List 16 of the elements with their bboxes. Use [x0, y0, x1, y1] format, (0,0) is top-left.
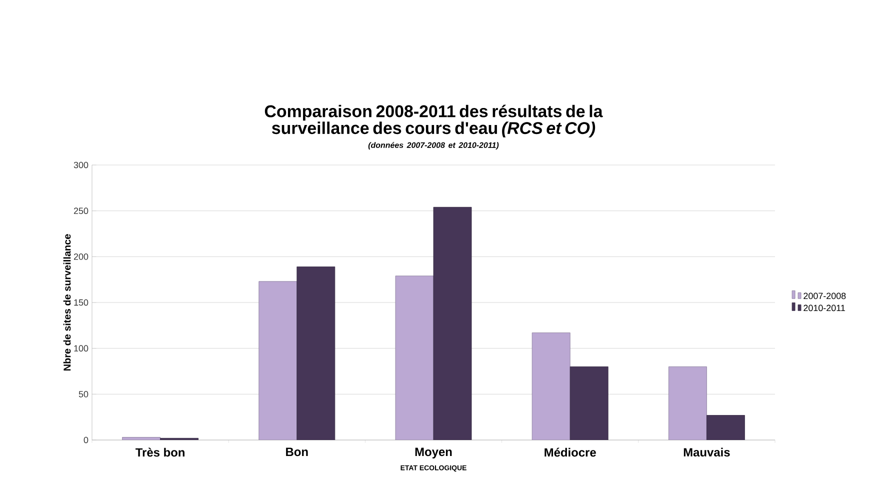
- y-tick-label: 50: [78, 390, 88, 398]
- y-tick-label: 250: [74, 208, 88, 214]
- y-axis-title: Nbre de sites de surveillance: [63, 234, 71, 370]
- x-tick-label: Moyen: [415, 448, 452, 458]
- y-tick-label: 150: [74, 299, 88, 306]
- y-tick-label: 200: [74, 253, 88, 260]
- x-tick-label: Très bon: [136, 448, 184, 457]
- y-tick-label: 100: [74, 345, 88, 352]
- x-tick-label: Mauvais: [684, 448, 730, 457]
- legend-label: 2010-2011: [804, 304, 845, 312]
- chart-title: Comparaison 2008-2011 des résultats de la surveillance des cours d'eau (RCS et CO): [264, 104, 603, 138]
- y-tick-label: 300: [74, 162, 88, 168]
- y-tick-label: 0: [84, 436, 88, 444]
- x-tick-label: Bon: [286, 448, 308, 456]
- legend-label: 2007-2008: [804, 292, 846, 300]
- x-tick-label: Médiocre: [544, 448, 596, 457]
